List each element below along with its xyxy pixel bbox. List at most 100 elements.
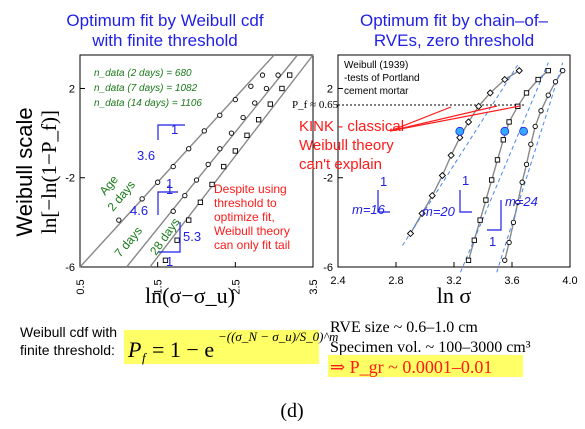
left-point (259, 72, 266, 78)
right-slope-triangle-1 (377, 190, 390, 213)
left-chart: Optimum fit by Weibull cdf with finite t… (12, 11, 320, 308)
left-annotation-4: can only fit tail (214, 238, 290, 252)
right-y-tick-label: 2 (327, 83, 333, 95)
right-point (465, 257, 472, 263)
left-annotation-1: threshold to (214, 196, 277, 210)
left-point (201, 128, 207, 134)
slope-one-3: 1 (166, 182, 173, 197)
left-x-tick-label: 3.5 (308, 279, 320, 294)
rve-size: RVE size ~ 0.6–1.0 cm (330, 319, 478, 336)
slope-value-4-6: 4.6 (130, 203, 148, 218)
left-fit-lines (79, 54, 314, 268)
right-point (456, 133, 464, 142)
kink-arrow-2 (389, 105, 498, 132)
right-point (552, 79, 559, 85)
kink-points (455, 126, 528, 136)
left-point (162, 257, 169, 263)
right-x-tick-label: 3.2 (446, 275, 461, 287)
left-point (279, 85, 285, 92)
right-point (471, 237, 477, 243)
left-point (170, 163, 176, 170)
formula-highlight (124, 330, 319, 364)
left-fit-line-7-days (126, 54, 299, 268)
kink-label-1: Weibull theory (299, 137, 394, 154)
right-slope-triangle-3 (487, 200, 502, 231)
right-point (510, 219, 517, 226)
left-point (186, 217, 192, 223)
right-point (545, 92, 551, 98)
slope-triangle-3-6: 1 3.6 (137, 122, 185, 163)
right-point (486, 89, 494, 97)
right-point (477, 217, 483, 223)
left-legend-2: n_data (14 days) = 1106 (94, 98, 202, 109)
right-point (532, 123, 538, 130)
right-slope-m16: m=16 (352, 202, 386, 217)
formula-exponent: −((σ_N − σ_u)/S_0)^m (218, 329, 338, 344)
right-point (464, 118, 473, 126)
right-point (528, 141, 534, 147)
right-point (418, 209, 426, 218)
left-x-tick-label: 0.5 (75, 279, 87, 294)
right-point (501, 75, 509, 84)
left-point (174, 237, 180, 243)
left-legend-1: n_data (7 days) = 1082 (94, 83, 198, 94)
left-point (170, 208, 176, 214)
left-plot-frame (79, 54, 314, 268)
right-slope-one-3: 1 (489, 234, 496, 249)
right-title-line2: RVEs, zero threshold (374, 31, 534, 50)
right-slope-one-2: 1 (462, 173, 469, 188)
left-point (232, 148, 238, 154)
slope-value-3-6: 3.6 (137, 148, 155, 163)
left-point (209, 181, 215, 188)
right-point (523, 90, 530, 96)
left-point (248, 83, 254, 89)
left-point (217, 146, 223, 152)
right-fit-curve-m=20 (467, 70, 549, 261)
right-point (519, 179, 525, 185)
right-chart: Optimum fit by chain–of– RVEs, zero thre… (292, 11, 578, 308)
left-point (139, 196, 145, 202)
left-y-tick-label: -6 (65, 262, 75, 274)
right-title-line1: Optimum fit by chain–of– (360, 11, 549, 30)
slope-one-2: 1 (166, 176, 173, 191)
left-annotation-2: optimize fit, (214, 210, 275, 224)
right-slope-one-1: 1 (380, 174, 387, 189)
left-point (205, 161, 211, 167)
formula-label-line2: finite threshold: (20, 342, 115, 358)
left-ylabel-line2: ln[−ln(1−P_f)] (37, 110, 61, 234)
left-ticks: 0.5 1.5 2.5 3.5 2 -2 -6 (65, 83, 320, 294)
left-point (155, 179, 161, 185)
left-annotation-3: Weibull theory (214, 224, 290, 238)
formula-rhs: = 1 − e (152, 337, 214, 362)
left-legend-0: n_data (2 days) = 680 (94, 68, 192, 79)
right-point (438, 171, 447, 180)
left-point (263, 85, 270, 92)
formula-label-line1: Weibull cdf with (20, 324, 117, 340)
right-point (494, 157, 501, 163)
source-note-2: cement mortar (344, 86, 409, 97)
right-x-tick-label: 3.6 (504, 275, 519, 287)
right-x-tick-label: 4.0 (562, 275, 577, 287)
kink-point (455, 126, 465, 136)
right-point (545, 67, 551, 74)
right-fit-curve-m=24 (504, 70, 564, 261)
right-point (538, 108, 544, 114)
formula-lhs: P (127, 337, 141, 362)
left-point (221, 163, 227, 170)
right-point (502, 257, 508, 263)
formula-lhs-sub: f (142, 350, 148, 365)
right-y-tick-label: -2 (323, 173, 333, 185)
kink-arrow-3 (389, 105, 521, 132)
right-data-points (406, 66, 566, 263)
left-y-tick-label: 2 (69, 83, 75, 95)
left-point (193, 177, 200, 183)
kink-label-0: KINK - classical (299, 118, 404, 135)
left-point (267, 101, 273, 107)
pgr-range: ⇒ P_gr ~ 0.0001–0.01 (330, 357, 492, 377)
right-slope-m20: m=20 (422, 204, 456, 219)
slope-one-4: 1 (166, 254, 173, 269)
left-title-line2: with finite threshold (91, 31, 238, 50)
right-point (447, 151, 455, 160)
left-point (252, 100, 258, 106)
